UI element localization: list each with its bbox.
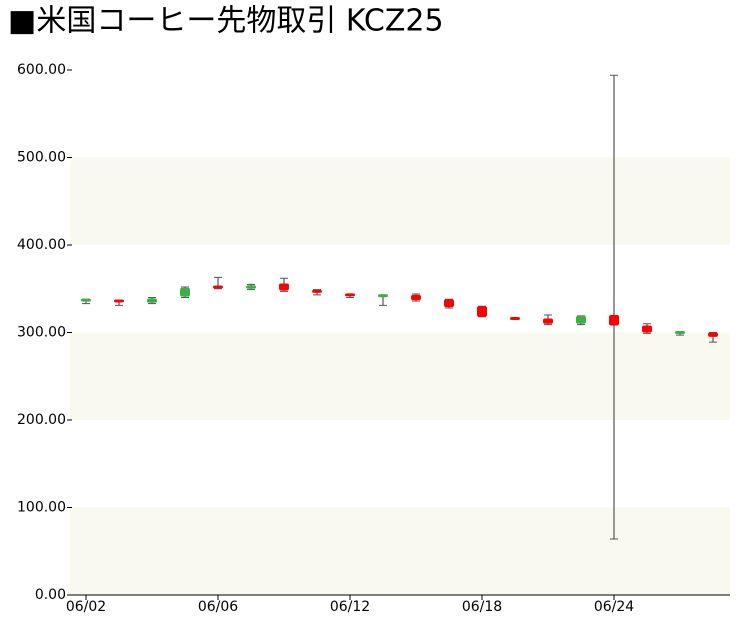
candle-body — [378, 294, 388, 298]
candle-body — [81, 298, 91, 302]
x-tick-label: 06/06 — [198, 599, 238, 615]
background-band — [70, 157, 730, 245]
candle-body — [180, 287, 190, 297]
chart-title: ■米国コーヒー先物取引 KCZ25 — [8, 4, 444, 39]
candle-body — [708, 332, 718, 337]
candle-body — [609, 315, 619, 326]
candle-body — [411, 294, 421, 301]
y-tick-label: 100.00 — [17, 500, 66, 516]
candle-body — [279, 283, 289, 291]
candle-body — [510, 317, 520, 320]
candle-body — [642, 325, 652, 333]
candle-body — [444, 299, 454, 308]
x-tick-label: 06/18 — [462, 599, 502, 615]
candle-body — [477, 306, 487, 317]
candle-body — [345, 293, 355, 297]
candle-body — [675, 331, 685, 334]
y-tick-label: 600.00 — [17, 62, 66, 78]
candle-body — [576, 315, 586, 324]
x-tick-label: 06/12 — [330, 599, 370, 615]
x-tick-label: 06/24 — [594, 599, 634, 615]
candle-body — [312, 289, 322, 293]
candle-body — [543, 318, 553, 324]
background-band — [70, 332, 730, 420]
y-tick-label: 500.00 — [17, 150, 66, 166]
candle-body — [147, 298, 157, 303]
candle-body — [213, 285, 223, 289]
y-tick-label: 200.00 — [17, 412, 66, 428]
x-tick-label: 06/02 — [66, 599, 106, 615]
y-tick-label: 0.00 — [35, 587, 66, 603]
candle-body — [114, 299, 124, 303]
y-tick-label: 400.00 — [17, 237, 66, 253]
candle-body — [246, 285, 256, 289]
y-tick-label: 300.00 — [17, 325, 66, 341]
background-band — [70, 507, 730, 595]
